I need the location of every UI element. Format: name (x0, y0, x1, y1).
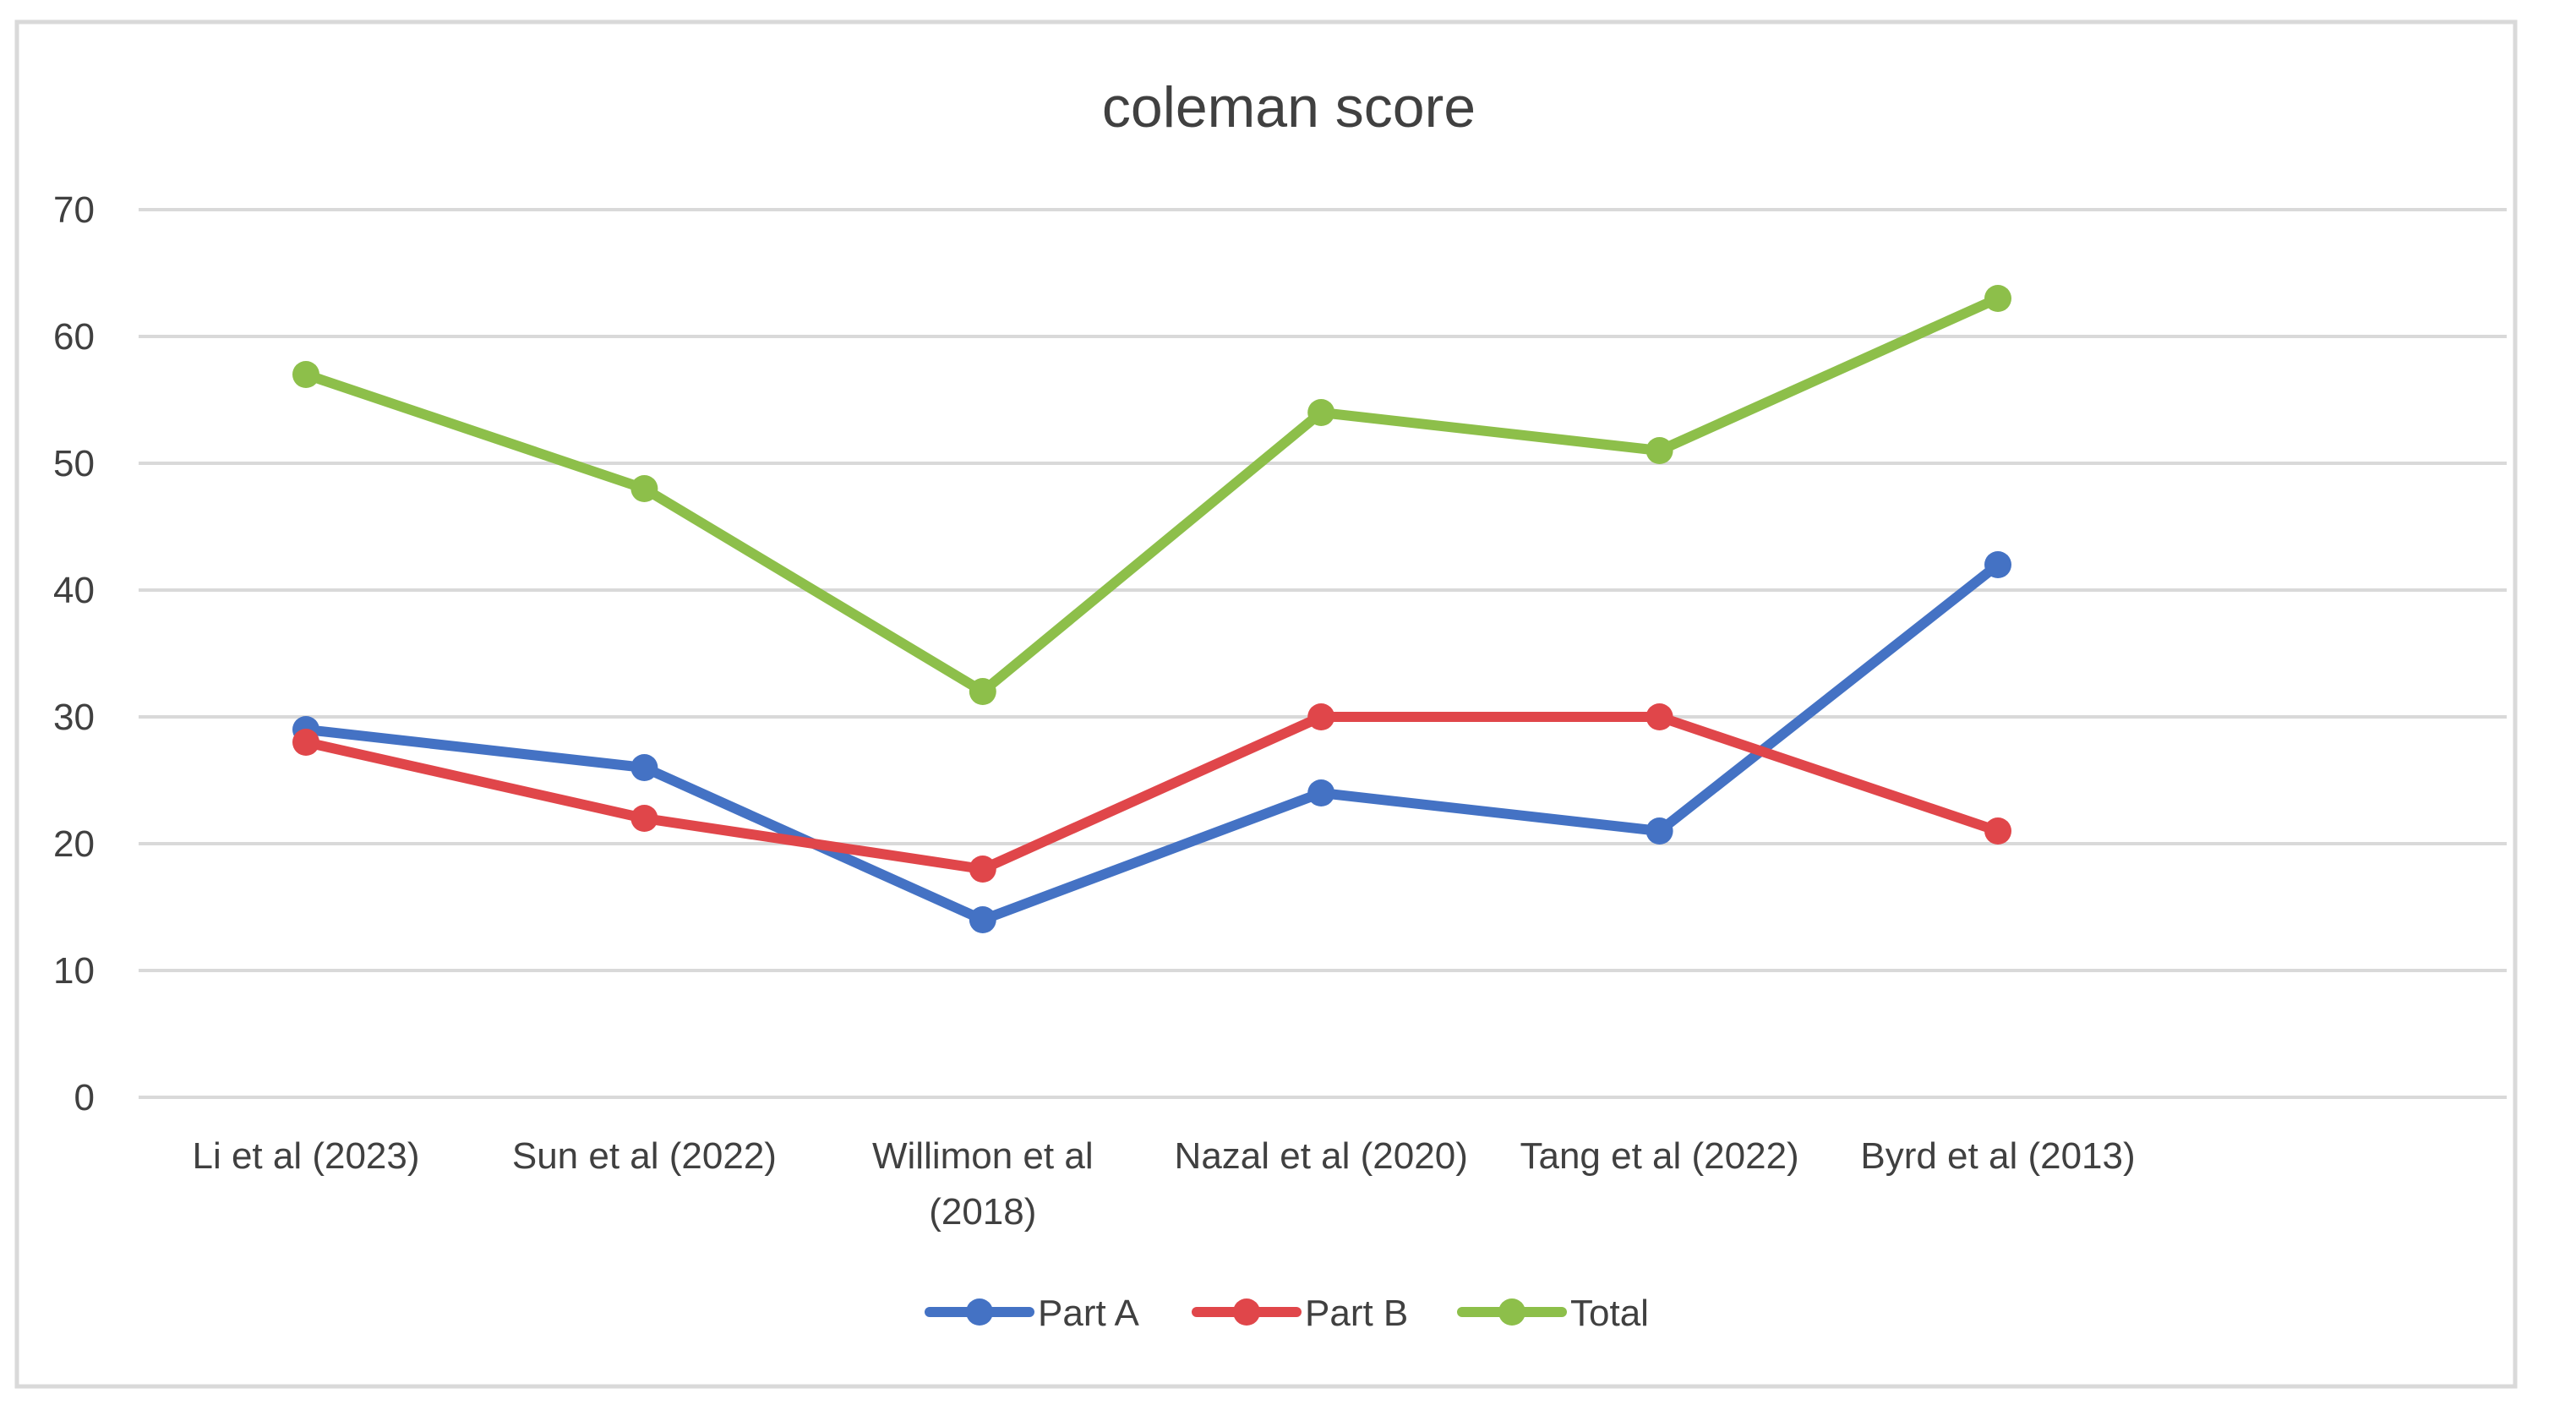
data-point (1645, 703, 1673, 730)
data-point (1645, 817, 1673, 845)
x-tick-label-line: Tang et al (2022) (1520, 1135, 1798, 1177)
gridlines (139, 208, 2507, 1099)
y-tick-label: 40 (53, 570, 95, 611)
data-point (630, 754, 658, 781)
legend-swatch-marker (966, 1298, 993, 1326)
data-point (1307, 399, 1335, 426)
data-point (969, 678, 996, 705)
data-point (1307, 703, 1335, 730)
series-total (292, 285, 2011, 705)
legend-swatch-marker (1498, 1298, 1525, 1326)
legend-swatch-marker (1233, 1298, 1260, 1326)
legend: Part A Part B Total (925, 1293, 1649, 1334)
series-part-a (292, 551, 2011, 933)
x-tick-label: Nazal et al (2020) (1175, 1135, 1468, 1177)
data-point (630, 805, 658, 832)
data-point (1307, 779, 1335, 806)
x-tick-label: Willimon et al (2018) (872, 1135, 1094, 1233)
y-tick-label: 20 (53, 823, 95, 865)
y-axis-tick-labels: 0 10 20 30 40 50 60 70 (53, 189, 95, 1118)
data-point (1984, 551, 2011, 578)
x-tick-label: Tang et al (2022) (1520, 1135, 1798, 1177)
legend-item: Part A (925, 1293, 1139, 1334)
series-line (301, 560, 2003, 925)
legend-item: Total (1457, 1293, 1649, 1334)
legend-label: Part B (1305, 1293, 1408, 1334)
y-tick-label: 0 (74, 1077, 95, 1118)
x-tick-label: Li et al (2023) (192, 1135, 419, 1177)
x-tick-label: Sun et al (2022) (512, 1135, 777, 1177)
x-tick-label-line: Li et al (2023) (192, 1135, 419, 1177)
x-axis-tick-labels: Li et al (2023) Sun et al (2022) Willimon … (192, 1135, 2135, 1233)
legend-label: Part A (1038, 1293, 1139, 1334)
legend-label: Total (1570, 1293, 1649, 1334)
data-point (292, 729, 319, 756)
x-tick-label-line: Byrd et al (2013) (1860, 1135, 2135, 1177)
series-lines (292, 285, 2011, 933)
y-tick-label: 60 (53, 316, 95, 358)
legend-item: Part B (1192, 1293, 1408, 1334)
x-tick-label-line: (2018) (929, 1191, 1036, 1233)
data-point (1984, 817, 2011, 845)
chart-title: coleman score (1102, 75, 1476, 139)
x-tick-label: Byrd et al (2013) (1860, 1135, 2135, 1177)
data-point (630, 475, 658, 502)
y-tick-label: 30 (53, 697, 95, 738)
y-tick-label: 50 (53, 443, 95, 484)
x-tick-label-line: Nazal et al (2020) (1175, 1135, 1468, 1177)
y-tick-label: 70 (53, 189, 95, 231)
data-point (1645, 437, 1673, 464)
data-point (1984, 285, 2011, 312)
x-tick-label-line: Sun et al (2022) (512, 1135, 777, 1177)
chart-frame (14, 19, 2518, 1389)
data-point (969, 856, 996, 883)
series-part-b (292, 703, 2011, 883)
x-tick-label-line: Willimon et al (872, 1135, 1094, 1177)
series-line (301, 293, 2003, 697)
y-tick-label: 10 (53, 950, 95, 992)
data-point (969, 906, 996, 933)
data-point (292, 361, 319, 388)
series-line (301, 712, 2003, 874)
